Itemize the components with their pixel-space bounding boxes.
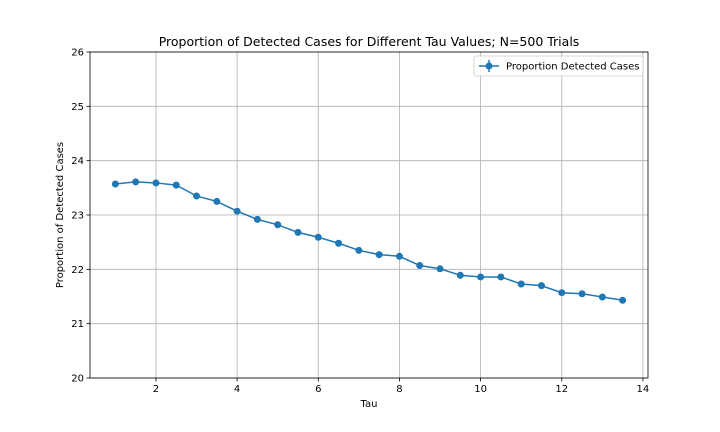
y-tick-label: 26 [71,48,84,59]
data-point [132,178,140,186]
data-point [193,192,201,200]
data-point [172,181,180,189]
data-point [395,252,403,260]
data-point [477,273,485,281]
data-point [314,233,322,241]
y-tick-label: 24 [71,156,84,167]
x-tick-label: 12 [555,384,568,395]
data-point [517,280,525,288]
x-axis-label: Tau [360,399,378,410]
x-tick-label: 10 [474,384,487,395]
y-tick-label: 22 [71,265,84,276]
series-layer [111,178,627,304]
data-point [578,290,586,298]
y-tick-label: 23 [71,211,84,222]
data-point [253,215,261,223]
data-point [436,265,444,273]
data-point [111,180,119,188]
legend-label: Proportion Detected Cases [506,62,639,73]
y-axis-label: Proportion of Detected Cases [55,142,66,288]
data-point [497,273,505,281]
y-tick-label: 25 [71,102,84,113]
data-point [598,293,606,301]
x-tick-label: 4 [234,384,240,395]
data-point [619,296,627,304]
x-tick-label: 14 [637,384,650,395]
data-point [416,262,424,270]
data-point [274,221,282,229]
x-tick-label: 6 [315,384,321,395]
data-point [456,271,464,279]
y-tick-label: 20 [71,374,84,385]
data-point [537,282,545,290]
x-tick-label: 8 [396,384,402,395]
legend: Proportion Detected Cases [473,55,644,77]
chart-title: Proportion of Detected Cases for Differe… [159,34,580,49]
data-point [294,228,302,236]
legend-marker [485,62,493,70]
data-point [335,239,343,247]
data-point [152,179,160,187]
data-point [355,246,363,254]
legend-box [473,55,644,77]
data-point [558,289,566,297]
data-point [233,207,241,215]
data-point [375,251,383,259]
x-tick-label: 2 [153,384,159,395]
y-tick-label: 21 [71,319,84,330]
data-point [213,197,221,205]
